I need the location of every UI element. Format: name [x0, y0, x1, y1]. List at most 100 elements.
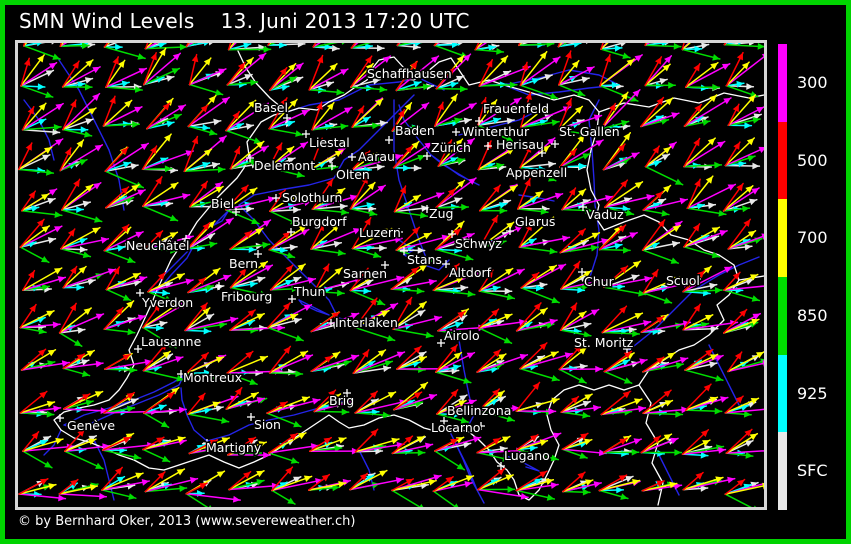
city-label: Interlaken [335, 315, 398, 330]
wind-cluster [266, 396, 321, 428]
wind-cluster [105, 183, 146, 209]
city-label: St. Moritz [574, 335, 634, 350]
wind-cluster [600, 43, 631, 60]
wind-cluster [103, 43, 146, 60]
wind-cluster [725, 428, 764, 459]
wind-cluster [641, 480, 683, 492]
city-marker [437, 339, 445, 347]
wind-cluster [22, 431, 75, 469]
wind-cluster [64, 428, 111, 470]
city-marker [579, 203, 587, 211]
wind-cluster [392, 140, 433, 172]
wind-cluster [683, 223, 728, 259]
wind-cluster [516, 432, 562, 462]
wind-cluster [271, 466, 324, 505]
wind-cluster [476, 435, 525, 462]
city-marker [497, 462, 505, 470]
wind-cluster [558, 50, 595, 97]
wind-cluster [642, 268, 692, 304]
wind-cluster [561, 432, 607, 459]
wind-cluster [396, 43, 423, 51]
wind-cluster [350, 43, 385, 52]
legend-label-300: 300 [797, 72, 828, 92]
wind-cluster [312, 43, 345, 52]
wind-cluster [644, 141, 684, 186]
wind-cluster [268, 224, 310, 259]
city-marker [400, 247, 408, 255]
wind-cluster [559, 302, 600, 338]
wind-cluster [724, 137, 764, 170]
city-marker [203, 439, 211, 447]
wind-cluster [557, 43, 588, 48]
wind-cluster [727, 94, 764, 129]
wind-cluster [681, 43, 721, 61]
wind-cluster [391, 474, 442, 507]
wind-cluster [682, 265, 733, 297]
copyright-text: © by Bernhard Oker, 2013 (www.severeweat… [18, 514, 356, 529]
wind-cluster [477, 96, 522, 143]
wind-cluster [142, 176, 191, 222]
wind-cluster [686, 175, 737, 217]
city-marker [283, 114, 291, 122]
wind-cluster [683, 137, 726, 171]
city-marker [477, 422, 485, 430]
wind-cluster [226, 52, 267, 88]
wind-cluster [562, 471, 602, 496]
city-marker [288, 295, 296, 303]
legend-segment-300 [778, 44, 787, 122]
wind-cluster [350, 150, 404, 174]
legend-segment-500 [778, 121, 787, 200]
city-marker [272, 194, 280, 202]
wind-cluster [598, 474, 641, 500]
city-marker [423, 152, 431, 160]
city-label: Altdorf [449, 265, 492, 280]
wind-cluster [188, 437, 232, 455]
wind-cluster [560, 393, 602, 419]
wind-cluster [188, 53, 227, 96]
city-marker [395, 228, 403, 236]
city-label: Glarus [515, 214, 555, 229]
wind-cluster [437, 137, 476, 167]
wind-cluster [434, 220, 475, 261]
wind-cluster [146, 97, 187, 130]
wind-cluster [102, 432, 156, 461]
wind-cluster [185, 43, 213, 47]
city-label: Biel [211, 196, 234, 211]
city-label: Locarno [431, 420, 480, 435]
city-label: Liestal [309, 135, 350, 150]
datetime-label: 13. Juni 2013 17:20 UTC [220, 9, 470, 33]
wind-cluster [62, 349, 104, 377]
wind-cluster [142, 301, 189, 349]
wind-cluster [391, 435, 434, 457]
wind-cluster [103, 391, 159, 416]
wind-cluster [727, 351, 764, 373]
legend-label-700: 700 [797, 228, 828, 248]
wind-cluster [19, 303, 61, 335]
wind-cluster [435, 53, 472, 93]
wind-cluster [60, 178, 103, 223]
city-label: Neuchâtel [126, 238, 189, 253]
wind-cluster [311, 178, 359, 216]
wind-cluster [18, 138, 64, 176]
wind-cluster [61, 59, 101, 91]
wind-cluster [642, 351, 689, 373]
wind-cluster [19, 390, 62, 418]
wind-cluster [476, 349, 529, 374]
wind-cluster [515, 302, 558, 332]
wind-cluster [349, 175, 386, 217]
city-label: Delemont [254, 158, 315, 173]
wind-cluster [187, 267, 232, 294]
wind-cluster [225, 99, 270, 144]
city-marker [177, 370, 185, 378]
wind-cluster [268, 97, 310, 137]
city-marker [287, 228, 295, 236]
wind-cluster [311, 101, 353, 131]
wind-cluster [723, 308, 761, 334]
wind-cluster [23, 43, 61, 60]
city-marker [551, 140, 559, 148]
city-label: Schaffhausen [367, 66, 452, 81]
wind-cluster [183, 135, 227, 174]
city-marker [440, 417, 448, 425]
city-marker [385, 136, 393, 144]
city-label: Vaduz [586, 207, 624, 222]
